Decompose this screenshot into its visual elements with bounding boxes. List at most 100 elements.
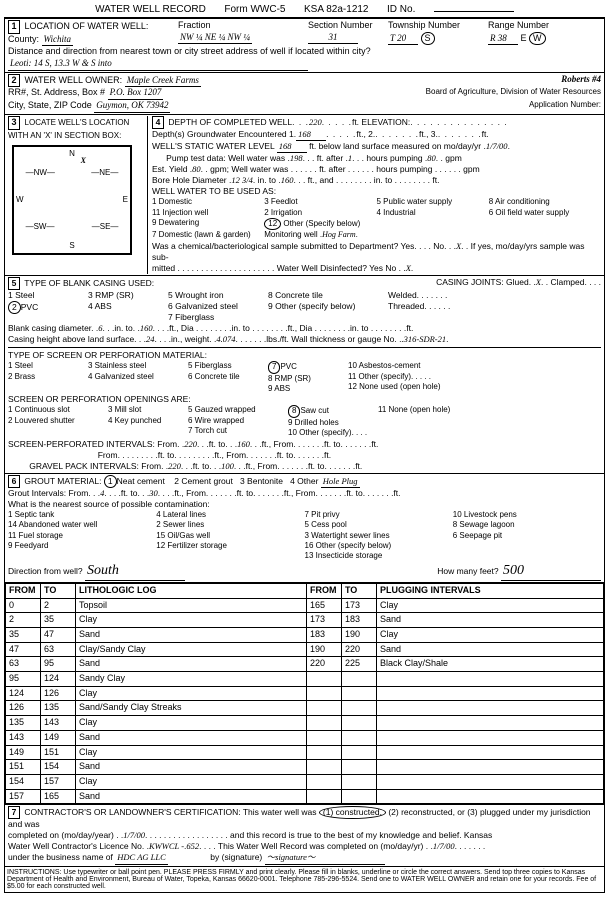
depth-value: 220 — [309, 117, 322, 127]
bus-name: HDC AG LLC — [115, 852, 168, 864]
disinfect-x: X — [406, 263, 411, 273]
log-cell: Clay — [76, 774, 307, 789]
fraction-value: NW ¼ NE ¼ NW ¼ — [178, 32, 252, 45]
log-cell: Sand — [376, 642, 603, 657]
sec-num-7: 7 — [8, 806, 20, 819]
county-value: Wichita — [42, 34, 74, 47]
log-cell — [376, 789, 603, 804]
log-header: TO — [341, 583, 376, 598]
log-cell: 190 — [306, 642, 341, 657]
log-cell — [306, 716, 341, 731]
section-3-4: 3 LOCATE WELL'S LOCATION WITH AN 'X' IN … — [4, 115, 605, 276]
log-cell — [306, 672, 341, 687]
table-row: 157165Sand — [6, 789, 604, 804]
casing-height: 24 — [146, 334, 155, 344]
log-cell: 165 — [306, 598, 341, 613]
log-cell: 124 — [41, 672, 76, 687]
sec-num-2: 2 — [8, 74, 20, 88]
static-value: 168 — [277, 141, 307, 153]
table-row: 149151Clay — [6, 745, 604, 760]
contam-dir: South — [85, 562, 185, 581]
section-box: NS WE —NW— —NE— —SW— —SE— X — [12, 145, 132, 255]
table-row: 126135Sand/Sandy Clay Streaks — [6, 701, 604, 716]
sec-num-1: 1 — [8, 20, 20, 34]
log-cell: Clay — [76, 716, 307, 731]
log-cell: 183 — [306, 628, 341, 643]
log-cell — [306, 686, 341, 701]
table-row: 4763Clay/Sandy Clay190220Sand — [6, 642, 604, 657]
township-dir: S — [421, 32, 435, 46]
section-5: 5 TYPE OF BLANK CASING USED: CASING JOIN… — [4, 276, 605, 474]
constructed-circle: (1) constructed, — [319, 806, 386, 819]
log-cell: Sand — [76, 628, 307, 643]
log-cell — [341, 686, 376, 701]
log-cell — [376, 774, 603, 789]
contam-options: 1 Septic tank 4 Lateral lines 7 Pit priv… — [8, 510, 601, 562]
range-dir: W — [529, 32, 546, 46]
use-options: 1 Domestic 3 Feedlot 5 Public water supp… — [152, 197, 601, 241]
int1-to: 160 — [237, 439, 250, 449]
log-cell — [341, 745, 376, 760]
table-row: 02Topsoil165173Clay — [6, 598, 604, 613]
sec-num-4: 4 — [152, 116, 164, 129]
log-cell — [306, 730, 341, 745]
form-no: Form WWC-5 — [224, 4, 285, 15]
log-cell: Sand — [76, 657, 307, 672]
owner-name: Maple Creek Farms — [125, 75, 201, 88]
log-cell: 220 — [306, 657, 341, 672]
log-cell — [306, 789, 341, 804]
table-row: 95124Sandy Clay — [6, 672, 604, 687]
log-cell: 135 — [41, 701, 76, 716]
grout-1-circle: 1 — [104, 475, 117, 488]
log-cell — [376, 672, 603, 687]
table-row: 235Clay173183Sand — [6, 613, 604, 628]
log-cell: Topsoil — [76, 598, 307, 613]
yield-value: 80 — [192, 164, 201, 174]
grav-to: 100 — [221, 461, 234, 471]
log-cell — [341, 774, 376, 789]
bore-value: 12 3/4 — [231, 175, 253, 185]
log-cell — [376, 686, 603, 701]
log-header: FROM — [306, 583, 341, 598]
log-cell: 173 — [306, 613, 341, 628]
pump-hrs: 1 — [348, 153, 352, 163]
contam-dist: 500 — [501, 562, 601, 581]
pump-gpm: 80 — [427, 153, 436, 163]
log-section: FROMTOLITHOLOGIC LOGFROMTOPLUGGING INTER… — [4, 583, 605, 805]
log-cell: Clay — [76, 745, 307, 760]
log-cell: 63 — [6, 657, 41, 672]
log-cell: 35 — [6, 628, 41, 643]
table-row: 6395Sand220225Black Clay/Shale — [6, 657, 604, 672]
log-cell: 95 — [6, 672, 41, 687]
log-cell — [341, 672, 376, 687]
log-cell — [306, 701, 341, 716]
log-cell — [376, 745, 603, 760]
log-cell: 157 — [6, 789, 41, 804]
table-row: 3547Sand183190Clay — [6, 628, 604, 643]
instructions-footer: INSTRUCTIONS: Use typewriter or ball poi… — [4, 867, 605, 893]
blank-to: 160 — [140, 323, 153, 333]
grout-other: Hole Plug — [321, 476, 360, 488]
log-cell: Clay — [376, 628, 603, 643]
form-header: WATER WELL RECORD Form WWC-5 KSA 82a-121… — [4, 4, 605, 18]
log-header: LITHOLOGIC LOG — [76, 583, 307, 598]
log-cell: 135 — [6, 716, 41, 731]
log-cell: 149 — [6, 745, 41, 760]
log-cell — [376, 701, 603, 716]
log-cell — [306, 774, 341, 789]
log-cell — [341, 716, 376, 731]
log-cell: 143 — [6, 730, 41, 745]
log-cell: Clay — [76, 613, 307, 628]
pvc-circle: 2 — [8, 301, 21, 314]
log-cell: 124 — [6, 686, 41, 701]
pump-ft: 198 — [290, 153, 303, 163]
log-cell: Clay — [76, 686, 307, 701]
ksa: KSA 82a-1212 — [304, 4, 369, 15]
log-cell — [376, 730, 603, 745]
section-2: 2 WATER WELL OWNER: Maple Creek Farms Ro… — [4, 73, 605, 115]
log-cell: 183 — [341, 613, 376, 628]
mon-well: Hog Farm — [322, 230, 356, 239]
log-cell — [376, 716, 603, 731]
board-label: Board of Agriculture, Division of Water … — [426, 87, 601, 100]
range-value: R 38 — [488, 33, 518, 46]
